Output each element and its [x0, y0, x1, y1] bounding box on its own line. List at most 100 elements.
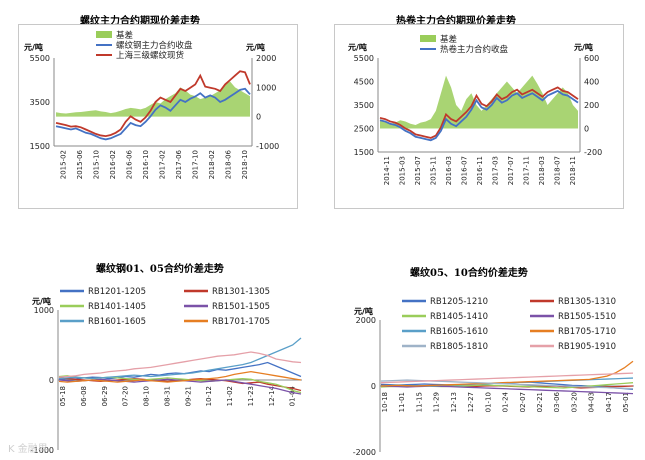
- right-tick-label: 400: [584, 78, 599, 87]
- x-tick-label: 01-24: [502, 391, 510, 412]
- x-tick-label: 12-14: [268, 385, 276, 406]
- chart-canvas: 元/吨 元/吨 5500 3500 1500 2000 1000 0 -1000 2015-02 2…: [18, 24, 298, 209]
- series-line-1: [55, 87, 251, 141]
- right-tick-label: -200: [584, 148, 602, 157]
- series-line-2: [55, 70, 251, 138]
- x-tick-label: 2017-03: [492, 156, 500, 185]
- x-tick-label: 07-20: [122, 386, 130, 406]
- series-line-5: [380, 360, 634, 387]
- x-tick-label: 2016-06: [125, 149, 133, 179]
- chart-frame: [334, 24, 624, 209]
- right-tick-label: 0: [256, 113, 261, 122]
- x-tick-label: 05-18: [59, 386, 67, 406]
- x-tick-label: 12-27: [467, 392, 475, 412]
- right-tick-label: 0: [584, 125, 589, 134]
- legend-label: RB1201-1205: [88, 287, 146, 297]
- legend-label: 热卷主力合约收盘: [440, 44, 509, 55]
- legend-label: RB1805-1810: [430, 342, 488, 352]
- chart-title: 螺纹05、10合约价差走势: [410, 268, 528, 279]
- x-tick-label: 10-18: [381, 392, 389, 412]
- left-tick-label: 5500: [354, 54, 374, 63]
- x-tick-label: 2016-03: [445, 156, 453, 185]
- rebar-05-10-spread-chart: 螺纹05、10合约价差走势 元/吨 2000 0 -2000 10-18 11-01 11-…: [340, 262, 640, 460]
- legend-label: RB1301-1305: [212, 287, 270, 297]
- legend-label: RB1405-1410: [430, 312, 488, 322]
- legend-label: RB1505-1510: [558, 312, 616, 322]
- x-tick-label: 11-15: [415, 392, 423, 412]
- right-tick-label: 600: [584, 54, 599, 63]
- legend-label: RB1605-1610: [430, 327, 488, 337]
- legend-label: RB1305-1310: [558, 297, 616, 307]
- x-tick-label: 2017-07: [507, 156, 515, 185]
- chart-canvas: 元/吨 元/吨 5500 4500 3500 2500 1500 600 400 200 0 -200…: [334, 24, 624, 209]
- x-tick-label: 01-10: [484, 392, 492, 412]
- right-unit-label: 元/吨: [574, 42, 593, 52]
- right-unit-label: 元/吨: [246, 42, 265, 52]
- series-line-4: [58, 337, 302, 380]
- basis-area: [380, 75, 578, 129]
- x-tick-label: 06-08: [80, 386, 88, 406]
- unit-label: 元/吨: [354, 306, 373, 316]
- x-tick-label: 11-02: [226, 386, 234, 406]
- legend-label: 螺纹钢主力合约收盘: [116, 40, 193, 51]
- left-tick-label: 4500: [354, 78, 374, 87]
- x-tick-label: 2015-10: [92, 150, 100, 179]
- x-tick-label: 2016-02: [109, 150, 117, 179]
- x-tick-label: 2018-10: [241, 150, 249, 179]
- series-line-2: [379, 86, 579, 139]
- x-tick-label: 11-29: [433, 392, 441, 412]
- legend-label: RB1905-1910: [558, 342, 616, 352]
- legend-label: 上海三级螺纹现货: [116, 50, 185, 61]
- legend-label: 基差: [116, 30, 133, 41]
- x-tick-label: 12-13: [450, 392, 458, 412]
- chart-title: 螺纹主力合约期现价差走势: [80, 16, 200, 27]
- x-tick-label: 08-31: [163, 386, 171, 406]
- left-unit-label: 元/吨: [348, 42, 367, 52]
- legend-label: RB1701-1705: [212, 317, 270, 327]
- y-tick-label: -2000: [353, 448, 376, 457]
- x-tick-label: 2018-03: [538, 156, 546, 185]
- x-tick-label: 2015-11: [429, 156, 437, 185]
- x-tick-label: 2018-06: [224, 149, 232, 179]
- x-tick-label: 2016-07: [460, 156, 468, 185]
- x-tick-label: 02-21: [536, 392, 544, 412]
- series-line-7: [380, 372, 634, 384]
- legend-label: RB1401-1405: [88, 302, 146, 312]
- x-tick-label: 2018-02: [208, 150, 216, 179]
- left-unit-label: 元/吨: [24, 42, 43, 52]
- y-tick-label: 1000: [34, 306, 54, 315]
- x-tick-label: 03-20: [570, 392, 578, 412]
- legend-label: RB1601-1605: [88, 317, 146, 327]
- x-tick-label: 2015-03: [398, 156, 406, 185]
- chart-frame: [18, 24, 298, 209]
- x-tick-label: 04-03: [588, 392, 596, 412]
- legend-label: RB1501-1505: [212, 302, 270, 312]
- y-tick-label: -1000: [31, 446, 54, 455]
- x-tick-label: 2015-06: [76, 149, 84, 179]
- x-tick-label: 2015-07: [414, 156, 422, 185]
- x-tick-label: 2017-02: [158, 150, 166, 179]
- legend-swatch: [96, 31, 112, 38]
- rebar-01-05-spread-chart: 螺纹钢01、05合约价差走势 元/吨 1000 0 -1000 05-18 06-08 06…: [18, 258, 318, 458]
- x-tick-label: 05-01: [622, 392, 630, 412]
- series-line-3: [58, 378, 302, 395]
- left-tick-label: 3500: [354, 101, 374, 110]
- x-tick-label: 2018-07: [554, 156, 562, 185]
- x-tick-label: 04-17: [605, 392, 613, 412]
- series-line-0: [58, 361, 302, 380]
- right-tick-label: 2000: [256, 54, 276, 63]
- x-tick-label: 10-12: [205, 386, 213, 406]
- x-tick-label: 11-23: [247, 386, 255, 406]
- legend-label: RB1205-1210: [430, 297, 488, 307]
- series-line-1: [379, 89, 579, 142]
- x-tick-label: 2015-02: [59, 150, 67, 179]
- series-line-5: [58, 370, 302, 383]
- x-tick-label: 2017-06: [175, 149, 183, 179]
- x-tick-label: 2017-11: [523, 156, 531, 185]
- legend-label: 基差: [440, 34, 457, 45]
- left-tick-label: 5500: [30, 54, 50, 63]
- right-tick-label: 1000: [256, 83, 276, 92]
- legend-swatch: [420, 35, 436, 42]
